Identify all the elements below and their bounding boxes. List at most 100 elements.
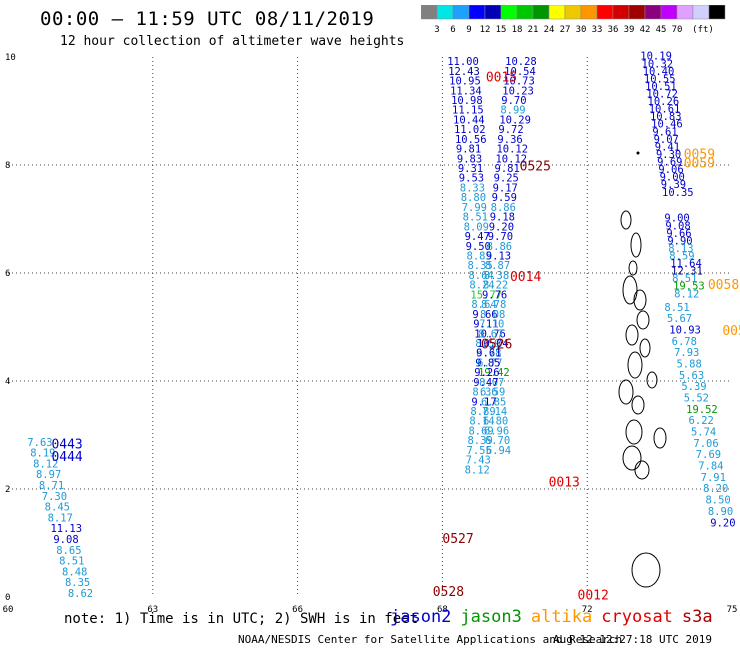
legend-label: 18 [512,25,523,35]
swh-value-label: 9.66 [472,309,497,321]
coastline-outline [627,351,643,379]
swh-value-label: 8.07 [479,377,504,389]
swh-value-label: 10.54 [504,66,536,78]
island-dot [636,151,640,155]
swh-value-label: 11.00 [447,56,479,68]
swh-value-label: 8.33 [460,182,485,194]
swh-value-label: 8.69 [468,425,493,437]
y-tick-label: 0 [5,593,10,603]
swh-value-label: 9.18 [490,212,515,224]
swh-value-label: 8.35 [65,577,90,589]
coastline-outline [646,371,658,389]
swh-value-label: 10.12 [495,153,527,165]
coastline-outline [631,552,661,588]
swh-value-label: 6.78 [476,348,501,360]
coastline-outline [625,324,639,346]
coastline-outline [622,275,638,305]
swh-value-label: 8.48 [62,566,87,578]
satellite-altika: altika [530,607,593,627]
swh-value-label: 9.17 [471,396,496,408]
legend-label: 70 [672,25,683,35]
swh-value-label: 10.56 [455,134,487,146]
swh-value-label: 9.20 [489,221,514,233]
swh-value-label: 11.64 [670,258,702,270]
swh-value-label: 8.12 [465,464,490,476]
swh-value-label: 9.39 [661,179,686,191]
pass-id-label: 0057 [722,324,740,339]
swh-value-label: 6.78 [672,336,697,348]
coastline-outline [620,210,632,230]
coastline-outline [625,419,643,445]
x-tick-label: 63 [147,605,158,615]
swh-value-label: 7.30 [42,491,67,503]
swh-value-label: 9.85 [475,357,500,369]
swh-value-label: 10.72 [646,89,678,101]
swh-value-label: 10.61 [649,104,681,116]
satellite-jason2: jason2 [390,607,452,627]
legend-label: 6 [450,25,455,35]
swh-value-label: 9.50 [466,241,491,253]
swh-value-label: 9.07 [654,134,679,146]
swh-value-label: 10.95 [449,76,481,88]
swh-value-label: 7.91 [701,472,726,484]
pass-id-label: 0013 [549,475,580,490]
swh-value-label: 10.04 [477,338,509,350]
swh-value-label: 8.85 [467,251,492,263]
swh-value-label: 6.80 [483,416,508,428]
swh-value-label: 8.90 [708,506,733,518]
legend-label: 21 [528,25,539,35]
swh-value-label: 5.63 [679,370,704,382]
swh-value-label: 7.63 [27,437,52,449]
swh-value-label: 6.85 [481,396,506,408]
swh-value-label: 9.11 [473,319,498,331]
swh-value-label: 7.69 [696,449,721,461]
swh-value-label: 8.13 [668,243,693,255]
swh-value-label: 10.51 [645,81,677,93]
swh-value-label: 8.59 [475,338,500,350]
pass-id-label: 0058 [708,278,739,293]
legend-label: (ft) [692,25,714,35]
pass-id-label: 0526 [481,338,512,353]
swh-value-label: 9.06 [658,164,683,176]
swh-value-label: 9.66 [666,228,691,240]
swh-value-label: 8.12 [33,458,58,470]
swh-value-label: 5.67 [667,313,692,325]
swh-value-label: 9.13 [486,251,511,263]
swh-value-label: 10.73 [503,76,535,88]
x-tick-label: 72 [582,605,593,615]
legend-label: 9 [466,25,471,35]
swh-value-label: 8.64 [468,270,493,282]
satellite-cryosat: cryosat [601,607,673,627]
swh-value-label: 8.51 [59,556,84,568]
swh-value-label: 8.64 [471,299,496,311]
swh-value-label: 5.39 [681,381,706,393]
swh-value-label: 9.61 [652,126,677,138]
swh-value-label: 8.14 [469,416,494,428]
legend-label: 24 [544,25,555,35]
swh-value-label: 8.12 [674,288,699,300]
pass-id-label: 0525 [520,159,551,174]
swh-value-label: 8.97 [36,469,61,481]
legend-label: 3 [434,25,439,35]
pass-id-label: 0059 [684,148,715,163]
swh-value-label: 8.89 [470,406,495,418]
swh-value-label: 9.72 [498,124,523,136]
legend-label: 12 [480,25,491,35]
coastline-outline [628,260,638,276]
pass-id-label: 0012 [578,589,609,604]
swh-value-label: 6.94 [486,445,511,457]
swh-value-label: 8.38 [484,270,509,282]
swh-value-label: 8.20 [703,483,728,495]
y-tick-label: 4 [5,377,10,387]
swh-value-label: 8.17 [48,512,73,524]
swh-value-label: 12.31 [671,266,703,278]
coastline-outline [636,310,650,330]
swh-value-label: 11.02 [454,124,486,136]
swh-value-label: 5.88 [676,359,701,371]
swh-value-label: 10.19 [640,51,672,63]
swh-value-label: 8.51 [672,273,697,285]
swh-value-label: 9.69 [657,157,682,169]
swh-value-label: 8.22 [483,280,508,292]
legend-label: 39 [624,25,635,35]
